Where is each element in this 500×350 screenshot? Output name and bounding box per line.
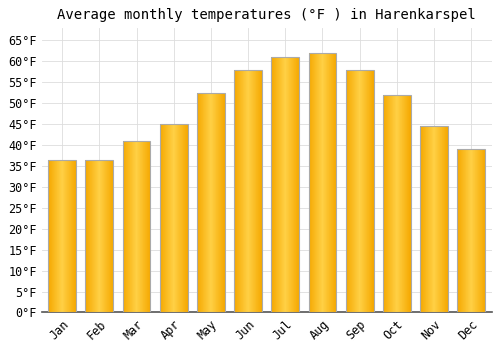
Bar [122, 141, 150, 313]
Bar [86, 160, 114, 313]
Bar [160, 124, 188, 313]
Bar [458, 149, 485, 313]
Bar [383, 95, 411, 313]
Bar [272, 57, 299, 313]
Title: Average monthly temperatures (°F ) in Harenkarspel: Average monthly temperatures (°F ) in Ha… [58, 8, 476, 22]
Bar [197, 93, 225, 313]
Bar [308, 53, 336, 313]
Bar [48, 160, 76, 313]
Bar [420, 126, 448, 313]
Bar [346, 70, 374, 313]
Bar [234, 70, 262, 313]
